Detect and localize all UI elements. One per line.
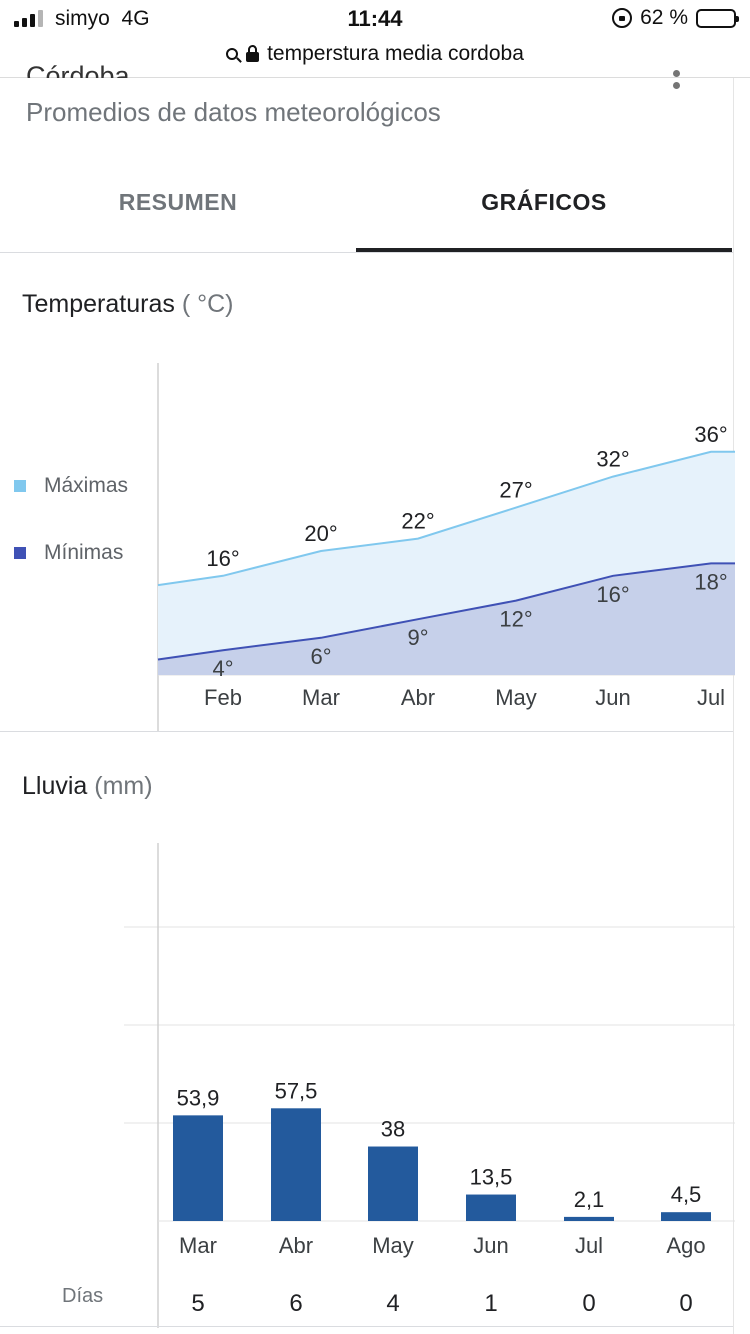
temperature-heading: Temperaturas ( °C) (22, 290, 233, 319)
maximas-data-label: 36° (694, 422, 727, 447)
legend-item-maximas: Máximas (14, 474, 128, 498)
tabs-divider (0, 252, 733, 253)
lock-icon (246, 45, 260, 62)
days-label: Días (62, 1285, 104, 1307)
x-tick-label: Mar (179, 1233, 217, 1258)
bottom-divider (0, 1326, 733, 1327)
maximas-line (157, 450, 735, 587)
page-subtitle: Promedios de datos meteorológicos (26, 97, 441, 127)
status-right: 62 % (612, 6, 739, 30)
tab-graficos[interactable]: GRÁFICOS (356, 170, 732, 252)
x-tick-label: May (495, 685, 537, 710)
rain-data-label: 2,1 (574, 1187, 605, 1212)
x-tick-label: Abr (279, 1233, 313, 1258)
signal-bar (38, 10, 43, 27)
rain-bar (173, 1115, 223, 1221)
minimas-line (157, 562, 735, 661)
rain-days-value: 0 (582, 1290, 595, 1317)
rain-bar (271, 1108, 321, 1221)
divider (0, 77, 750, 78)
clock: 11:44 (347, 6, 403, 31)
minimas-area (158, 563, 735, 675)
more-options-icon[interactable] (673, 70, 683, 94)
legend-swatch-minimas (14, 547, 26, 559)
section-divider (0, 731, 733, 732)
minimas-data-label: 18° (694, 569, 727, 594)
legend-item-minimas: Mínimas (14, 541, 123, 565)
x-tick-label: Mar (302, 685, 340, 710)
signal-bar (30, 14, 35, 27)
x-tick-label: Jun (473, 1233, 508, 1258)
rain-data-label: 4,5 (671, 1182, 702, 1207)
x-tick-label: Jul (575, 1233, 603, 1258)
rain-data-label: 38 (381, 1117, 405, 1142)
legend-label-minimas: Mínimas (44, 541, 124, 564)
rain-bar (466, 1194, 516, 1221)
rain-bar (368, 1146, 418, 1221)
search-icon (226, 48, 239, 60)
minimas-data-label: 16° (596, 582, 629, 607)
rain-data-label: 13,5 (470, 1165, 513, 1190)
place-title: Córdoba (26, 61, 130, 78)
x-tick-label: Ago (666, 1233, 705, 1258)
rain-bar (564, 1216, 614, 1221)
search-query[interactable]: temperstura media cordoba (267, 42, 524, 65)
rain-chart: 53,9 Mar 5 57,5 Abr 6 38 May 4 13,5 Jun 1 2,1 Jul 0 4,5… (124, 843, 735, 1328)
signal-icon (14, 10, 43, 27)
maximas-data-label: 20° (304, 521, 337, 546)
x-tick-label: Jun (595, 685, 630, 710)
temperature-unit: ( °C) (181, 290, 234, 318)
address-bar[interactable]: temperstura media cordoba (0, 38, 750, 70)
minimas-data-label: 4° (212, 656, 233, 681)
x-tick-label: Abr (401, 685, 435, 710)
x-tick-label: May (372, 1233, 414, 1258)
maximas-data-label: 27° (499, 478, 532, 503)
rain-data-label: 53,9 (177, 1085, 220, 1110)
x-tick-label: Feb (204, 685, 242, 710)
status-bar: simyo 4G 11:44 62 % (0, 0, 750, 40)
x-tick-label: Jul (697, 685, 725, 710)
orientation-lock-icon (612, 8, 633, 28)
maximas-data-label: 32° (596, 447, 629, 472)
rain-data-label: 57,5 (275, 1078, 318, 1103)
tab-resumen[interactable]: RESUMEN (118, 189, 238, 215)
battery-icon (696, 8, 739, 28)
battery-percent: 62 % (640, 6, 688, 29)
rain-heading: Lluvia (mm) (22, 772, 153, 801)
network-label: 4G (121, 7, 150, 30)
minimas-data-label: 6° (310, 644, 331, 669)
maximas-data-label: 16° (206, 546, 239, 571)
rain-days-value: 4 (386, 1290, 399, 1317)
maximas-data-label: 22° (401, 509, 434, 534)
minimas-data-label: 12° (499, 607, 532, 632)
rain-unit: (mm) (94, 772, 153, 800)
signal-bar (22, 18, 27, 27)
rain-days-value: 5 (191, 1290, 204, 1317)
signal-bar (14, 21, 19, 27)
minimas-data-label: 9° (407, 625, 428, 650)
temperature-title: Temperaturas (22, 290, 175, 318)
legend-label-maximas: Máximas (44, 474, 129, 497)
temperature-chart: Feb 16° 4° Mar 20° 6° Abr 22° 9° May 27° 12° Jun 32° 1… (157, 363, 735, 732)
rain-days-value: 1 (484, 1290, 497, 1317)
legend-swatch-maximas (14, 480, 26, 492)
carrier-label: simyo 4G (55, 7, 150, 30)
rain-title: Lluvia (22, 772, 88, 800)
card-edge (733, 78, 734, 1334)
rain-bar (661, 1212, 711, 1221)
rain-days-value: 0 (679, 1290, 692, 1317)
rain-days-value: 6 (289, 1290, 302, 1317)
